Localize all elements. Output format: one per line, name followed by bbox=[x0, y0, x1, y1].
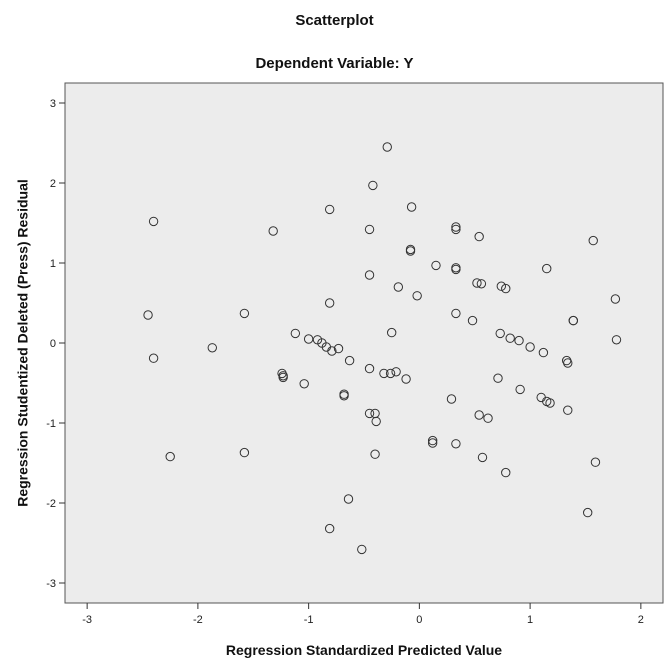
data-point bbox=[290, 328, 301, 339]
data-point bbox=[364, 270, 375, 280]
y-tick-label: -2 bbox=[46, 498, 56, 510]
chart-subtitle: Dependent Variable: Y bbox=[255, 55, 414, 72]
data-point bbox=[563, 405, 573, 415]
data-point bbox=[364, 363, 375, 374]
data-point bbox=[370, 449, 380, 459]
data-point bbox=[568, 315, 578, 326]
data-point bbox=[446, 394, 457, 404]
data-point bbox=[299, 379, 309, 389]
data-point bbox=[405, 246, 416, 256]
data-point bbox=[239, 447, 250, 458]
x-tick-label: -2 bbox=[193, 614, 203, 626]
data-point bbox=[514, 335, 524, 346]
data-point bbox=[207, 343, 217, 353]
data-point bbox=[391, 367, 401, 377]
data-point bbox=[427, 438, 438, 448]
data-point bbox=[501, 283, 511, 294]
data-point bbox=[382, 142, 392, 152]
x-tick-label: 1 bbox=[527, 614, 533, 626]
data-point bbox=[386, 327, 397, 338]
data-point bbox=[588, 235, 598, 246]
data-point bbox=[545, 398, 555, 408]
data-point bbox=[515, 384, 525, 395]
data-point bbox=[385, 368, 396, 379]
data-point bbox=[582, 507, 593, 518]
data-point bbox=[364, 224, 375, 235]
data-point bbox=[474, 410, 484, 420]
data-point bbox=[371, 416, 381, 427]
data-point bbox=[278, 372, 288, 383]
data-point bbox=[427, 435, 438, 446]
y-tick-label: 3 bbox=[50, 98, 56, 110]
x-tick-label: 0 bbox=[416, 614, 422, 626]
data-point bbox=[343, 494, 354, 504]
chart-title: Scatterplot bbox=[295, 12, 374, 29]
data-point bbox=[327, 346, 337, 356]
plot-area bbox=[64, 82, 664, 604]
x-tick-label: -1 bbox=[304, 614, 314, 626]
data-point bbox=[268, 226, 278, 236]
data-point bbox=[364, 408, 375, 419]
data-point bbox=[483, 413, 493, 423]
data-point bbox=[339, 389, 349, 399]
data-point bbox=[165, 451, 175, 462]
data-point bbox=[493, 373, 503, 383]
data-point bbox=[412, 291, 422, 301]
data-point bbox=[451, 222, 461, 232]
data-point bbox=[563, 358, 573, 368]
data-point bbox=[496, 281, 507, 291]
x-tick-label: -3 bbox=[82, 614, 92, 626]
data-point bbox=[538, 347, 549, 358]
y-tick-label: 0 bbox=[50, 338, 56, 350]
data-point bbox=[368, 180, 378, 191]
data-point bbox=[393, 282, 404, 292]
data-points bbox=[143, 142, 622, 555]
data-point bbox=[495, 328, 505, 339]
data-point bbox=[143, 310, 153, 320]
data-point bbox=[474, 231, 484, 242]
data-point bbox=[542, 263, 552, 274]
data-point bbox=[467, 315, 478, 326]
y-tick-label: 1 bbox=[50, 258, 56, 270]
data-point bbox=[406, 202, 417, 212]
data-point bbox=[357, 544, 367, 555]
data-point bbox=[451, 224, 461, 235]
y-tick-label: -3 bbox=[46, 578, 56, 590]
data-point bbox=[501, 467, 511, 478]
data-point bbox=[590, 457, 601, 467]
data-point bbox=[525, 342, 535, 352]
y-tick-label: 2 bbox=[50, 178, 56, 190]
data-point bbox=[148, 216, 159, 227]
data-point bbox=[476, 279, 487, 289]
data-point bbox=[451, 264, 461, 275]
data-point bbox=[333, 343, 344, 354]
data-point bbox=[505, 333, 515, 343]
data-point bbox=[401, 374, 411, 384]
data-point bbox=[303, 334, 314, 344]
y-tick-label: -1 bbox=[46, 418, 56, 430]
data-point bbox=[379, 368, 389, 379]
data-point bbox=[431, 260, 441, 271]
x-tick-label: 2 bbox=[638, 614, 644, 626]
data-point bbox=[610, 294, 621, 304]
data-point bbox=[344, 355, 355, 366]
data-point bbox=[324, 298, 335, 308]
data-point bbox=[451, 308, 461, 319]
data-point bbox=[239, 308, 250, 319]
data-point bbox=[148, 353, 159, 363]
data-point bbox=[451, 439, 461, 449]
data-point bbox=[472, 278, 482, 288]
y-axis-label: Regression Studentized Deleted (Press) R… bbox=[15, 179, 31, 507]
data-point bbox=[611, 335, 622, 345]
axes: -3 -2 -1 0 1 2 -3 -2 -1 0 1 2 3 bbox=[46, 98, 644, 626]
x-axis-label: Regression Standardized Predicted Value bbox=[226, 642, 502, 658]
data-point bbox=[324, 204, 335, 215]
data-point bbox=[477, 452, 488, 463]
data-point bbox=[324, 523, 335, 534]
